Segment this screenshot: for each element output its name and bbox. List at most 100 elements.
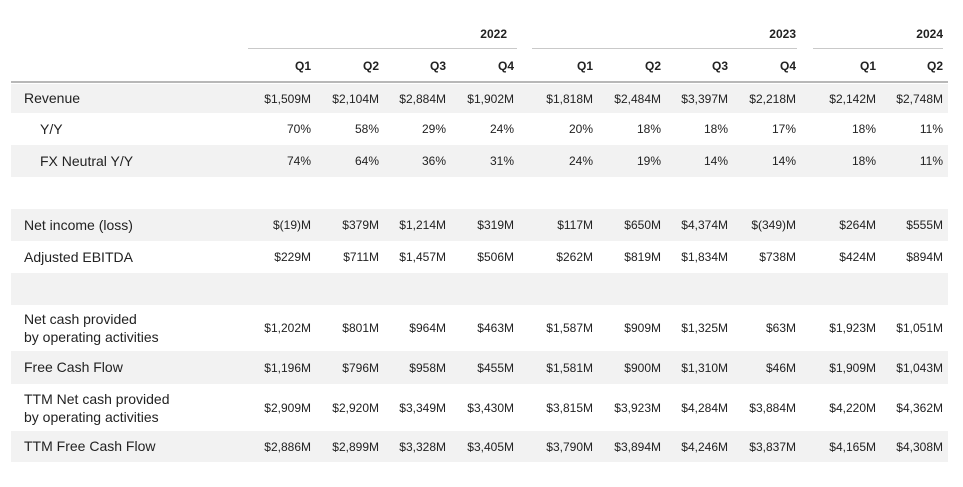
value-cell: $1,818M (546, 92, 593, 106)
value-cell: $909M (624, 321, 661, 335)
value-cell: $1,202M (264, 321, 311, 335)
value-cell: 64% (354, 154, 379, 168)
value-cell: $4,220M (829, 401, 876, 415)
value-cell: $2,104M (332, 92, 379, 106)
value-cell: $262M (556, 250, 593, 264)
value-cell: 70% (286, 122, 311, 136)
row-label: TTM Net cash provided by operating activi… (24, 391, 170, 425)
value-cell: $2,920M (332, 401, 379, 415)
row-label: Adjusted EBITDA (24, 249, 133, 265)
table-row: Revenue $1,509M $2,104M $2,884M $1,902M $1,81… (11, 84, 948, 113)
year-divider (532, 48, 797, 49)
year-header: 2024 (916, 27, 943, 41)
value-cell: $3,837M (749, 440, 796, 454)
value-cell: $463M (477, 321, 514, 335)
value-cell: 58% (354, 122, 379, 136)
value-cell: $319M (477, 218, 514, 232)
value-cell: $3,430M (467, 401, 514, 415)
quarter-header: Q2 (926, 59, 943, 73)
value-cell: 17% (771, 122, 796, 136)
value-cell: $3,894M (614, 440, 661, 454)
value-cell: $1,051M (896, 321, 943, 335)
value-cell: 18% (636, 122, 661, 136)
value-cell: $958M (409, 361, 446, 375)
value-cell: $(349)M (751, 218, 796, 232)
value-cell: $4,246M (681, 440, 728, 454)
value-cell: $1,196M (264, 361, 311, 375)
value-cell: 14% (703, 154, 728, 168)
value-cell: $1,923M (829, 321, 876, 335)
value-cell: $4,374M (681, 218, 728, 232)
value-cell: $1,043M (896, 361, 943, 375)
value-cell: 18% (703, 122, 728, 136)
value-cell: $4,165M (829, 440, 876, 454)
value-cell: $894M (906, 250, 943, 264)
row-label: FX Neutral Y/Y (40, 153, 134, 169)
table-row: Net income (loss) $(19)M $379M $1,214M $319M… (11, 209, 948, 241)
value-cell: $4,308M (896, 440, 943, 454)
value-cell: $3,884M (749, 401, 796, 415)
value-cell: $506M (477, 250, 514, 264)
value-cell: $555M (906, 218, 943, 232)
table-row: Free Cash Flow $1,196M $796M $958M $455M $1,5… (11, 351, 948, 384)
year-divider (248, 48, 517, 49)
value-cell: $900M (624, 361, 661, 375)
value-cell: $796M (342, 361, 379, 375)
spacer-row (11, 177, 948, 209)
row-label: Revenue (24, 90, 81, 106)
value-cell: 18% (851, 154, 876, 168)
value-cell: $(19)M (272, 218, 311, 232)
table-row: TTM Free Cash Flow $2,886M $2,899M $3,328M $… (11, 431, 948, 462)
value-cell: $1,902M (467, 92, 514, 106)
value-cell: 36% (421, 154, 446, 168)
value-cell: 11% (919, 122, 943, 136)
value-cell: 19% (636, 154, 661, 168)
value-cell: 29% (421, 122, 446, 136)
value-cell: $63M (765, 321, 796, 335)
value-cell: $1,834M (681, 250, 728, 264)
table-row: FX Neutral Y/Y 74% 64% 36% 31% 24% 19% 14% 14% 18… (11, 145, 948, 177)
value-cell: $2,748M (896, 92, 943, 106)
value-cell: $3,790M (546, 440, 593, 454)
table-row: Y/Y 70% 58% 29% 24% 20% 18% 18% 17% 18% 11% (11, 113, 948, 145)
value-cell: 24% (568, 154, 593, 168)
value-cell: 24% (489, 122, 514, 136)
value-cell: $2,484M (614, 92, 661, 106)
value-cell: $3,405M (467, 440, 514, 454)
value-cell: $1,581M (546, 361, 593, 375)
value-cell: $3,397M (681, 92, 728, 106)
value-cell: $2,218M (749, 92, 796, 106)
quarter-header: Q3 (711, 59, 728, 73)
value-cell: $1,310M (681, 361, 728, 375)
quarter-header: Q1 (859, 59, 876, 73)
value-cell: $455M (477, 361, 514, 375)
value-cell: $650M (624, 218, 661, 232)
value-cell: $4,362M (896, 401, 943, 415)
quarter-header: Q2 (362, 59, 379, 73)
value-cell: $2,886M (264, 440, 311, 454)
value-cell: $2,884M (399, 92, 446, 106)
value-cell: $1,325M (681, 321, 728, 335)
value-cell: $3,923M (614, 401, 661, 415)
quarter-header: Q3 (429, 59, 446, 73)
spacer-row (11, 273, 948, 305)
value-cell: $801M (342, 321, 379, 335)
row-label: TTM Free Cash Flow (24, 438, 156, 454)
quarter-header: Q4 (779, 59, 796, 73)
row-label: Y/Y (40, 121, 63, 137)
year-header: 2023 (769, 27, 796, 41)
row-label: Free Cash Flow (24, 359, 123, 375)
quarter-header: Q2 (644, 59, 661, 73)
value-cell: 20% (568, 122, 593, 136)
quarter-header: Q4 (497, 59, 514, 73)
year-divider (813, 48, 943, 49)
value-cell: 74% (286, 154, 311, 168)
table-row: Net cash provided by operating activities… (11, 305, 948, 351)
value-cell: $1,909M (829, 361, 876, 375)
value-cell: $3,328M (399, 440, 446, 454)
value-cell: $117M (557, 218, 593, 232)
value-cell: $229M (274, 250, 311, 264)
value-cell: $2,899M (332, 440, 379, 454)
value-cell: $1,587M (546, 321, 593, 335)
value-cell: $819M (624, 250, 661, 264)
